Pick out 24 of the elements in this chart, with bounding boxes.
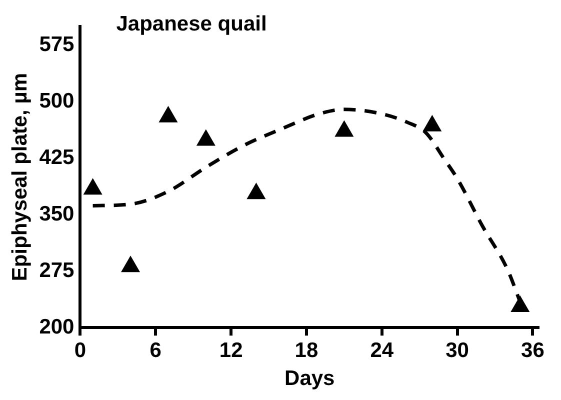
x-tick-label: 36	[521, 338, 544, 362]
x-tick-label: 12	[219, 338, 243, 362]
x-tick-label: 0	[74, 338, 86, 362]
point	[247, 183, 266, 200]
point	[510, 296, 530, 312]
x-tick-label: 24	[370, 338, 394, 362]
x-tick-label: 30	[446, 338, 469, 362]
y-tick-label: 500	[39, 90, 74, 113]
x-tick-label: 18	[294, 338, 318, 362]
point	[159, 106, 178, 122]
y-axis-title: Epiphyseal plate, µm	[8, 73, 32, 282]
point	[196, 130, 216, 146]
y-tick-label: 200	[39, 315, 74, 338]
point	[423, 115, 442, 132]
y-tick-label: 575	[39, 33, 75, 56]
y-tick-label: 275	[39, 258, 75, 282]
x-tick-label: 6	[150, 338, 162, 362]
y-tick-label: 350	[39, 202, 74, 226]
y-tick-label: 425	[39, 146, 75, 170]
point	[121, 256, 140, 272]
chart-title: Japanese quail	[116, 12, 267, 36]
x-axis-title: Days	[284, 367, 335, 390]
point	[335, 120, 354, 137]
point	[84, 178, 102, 195]
